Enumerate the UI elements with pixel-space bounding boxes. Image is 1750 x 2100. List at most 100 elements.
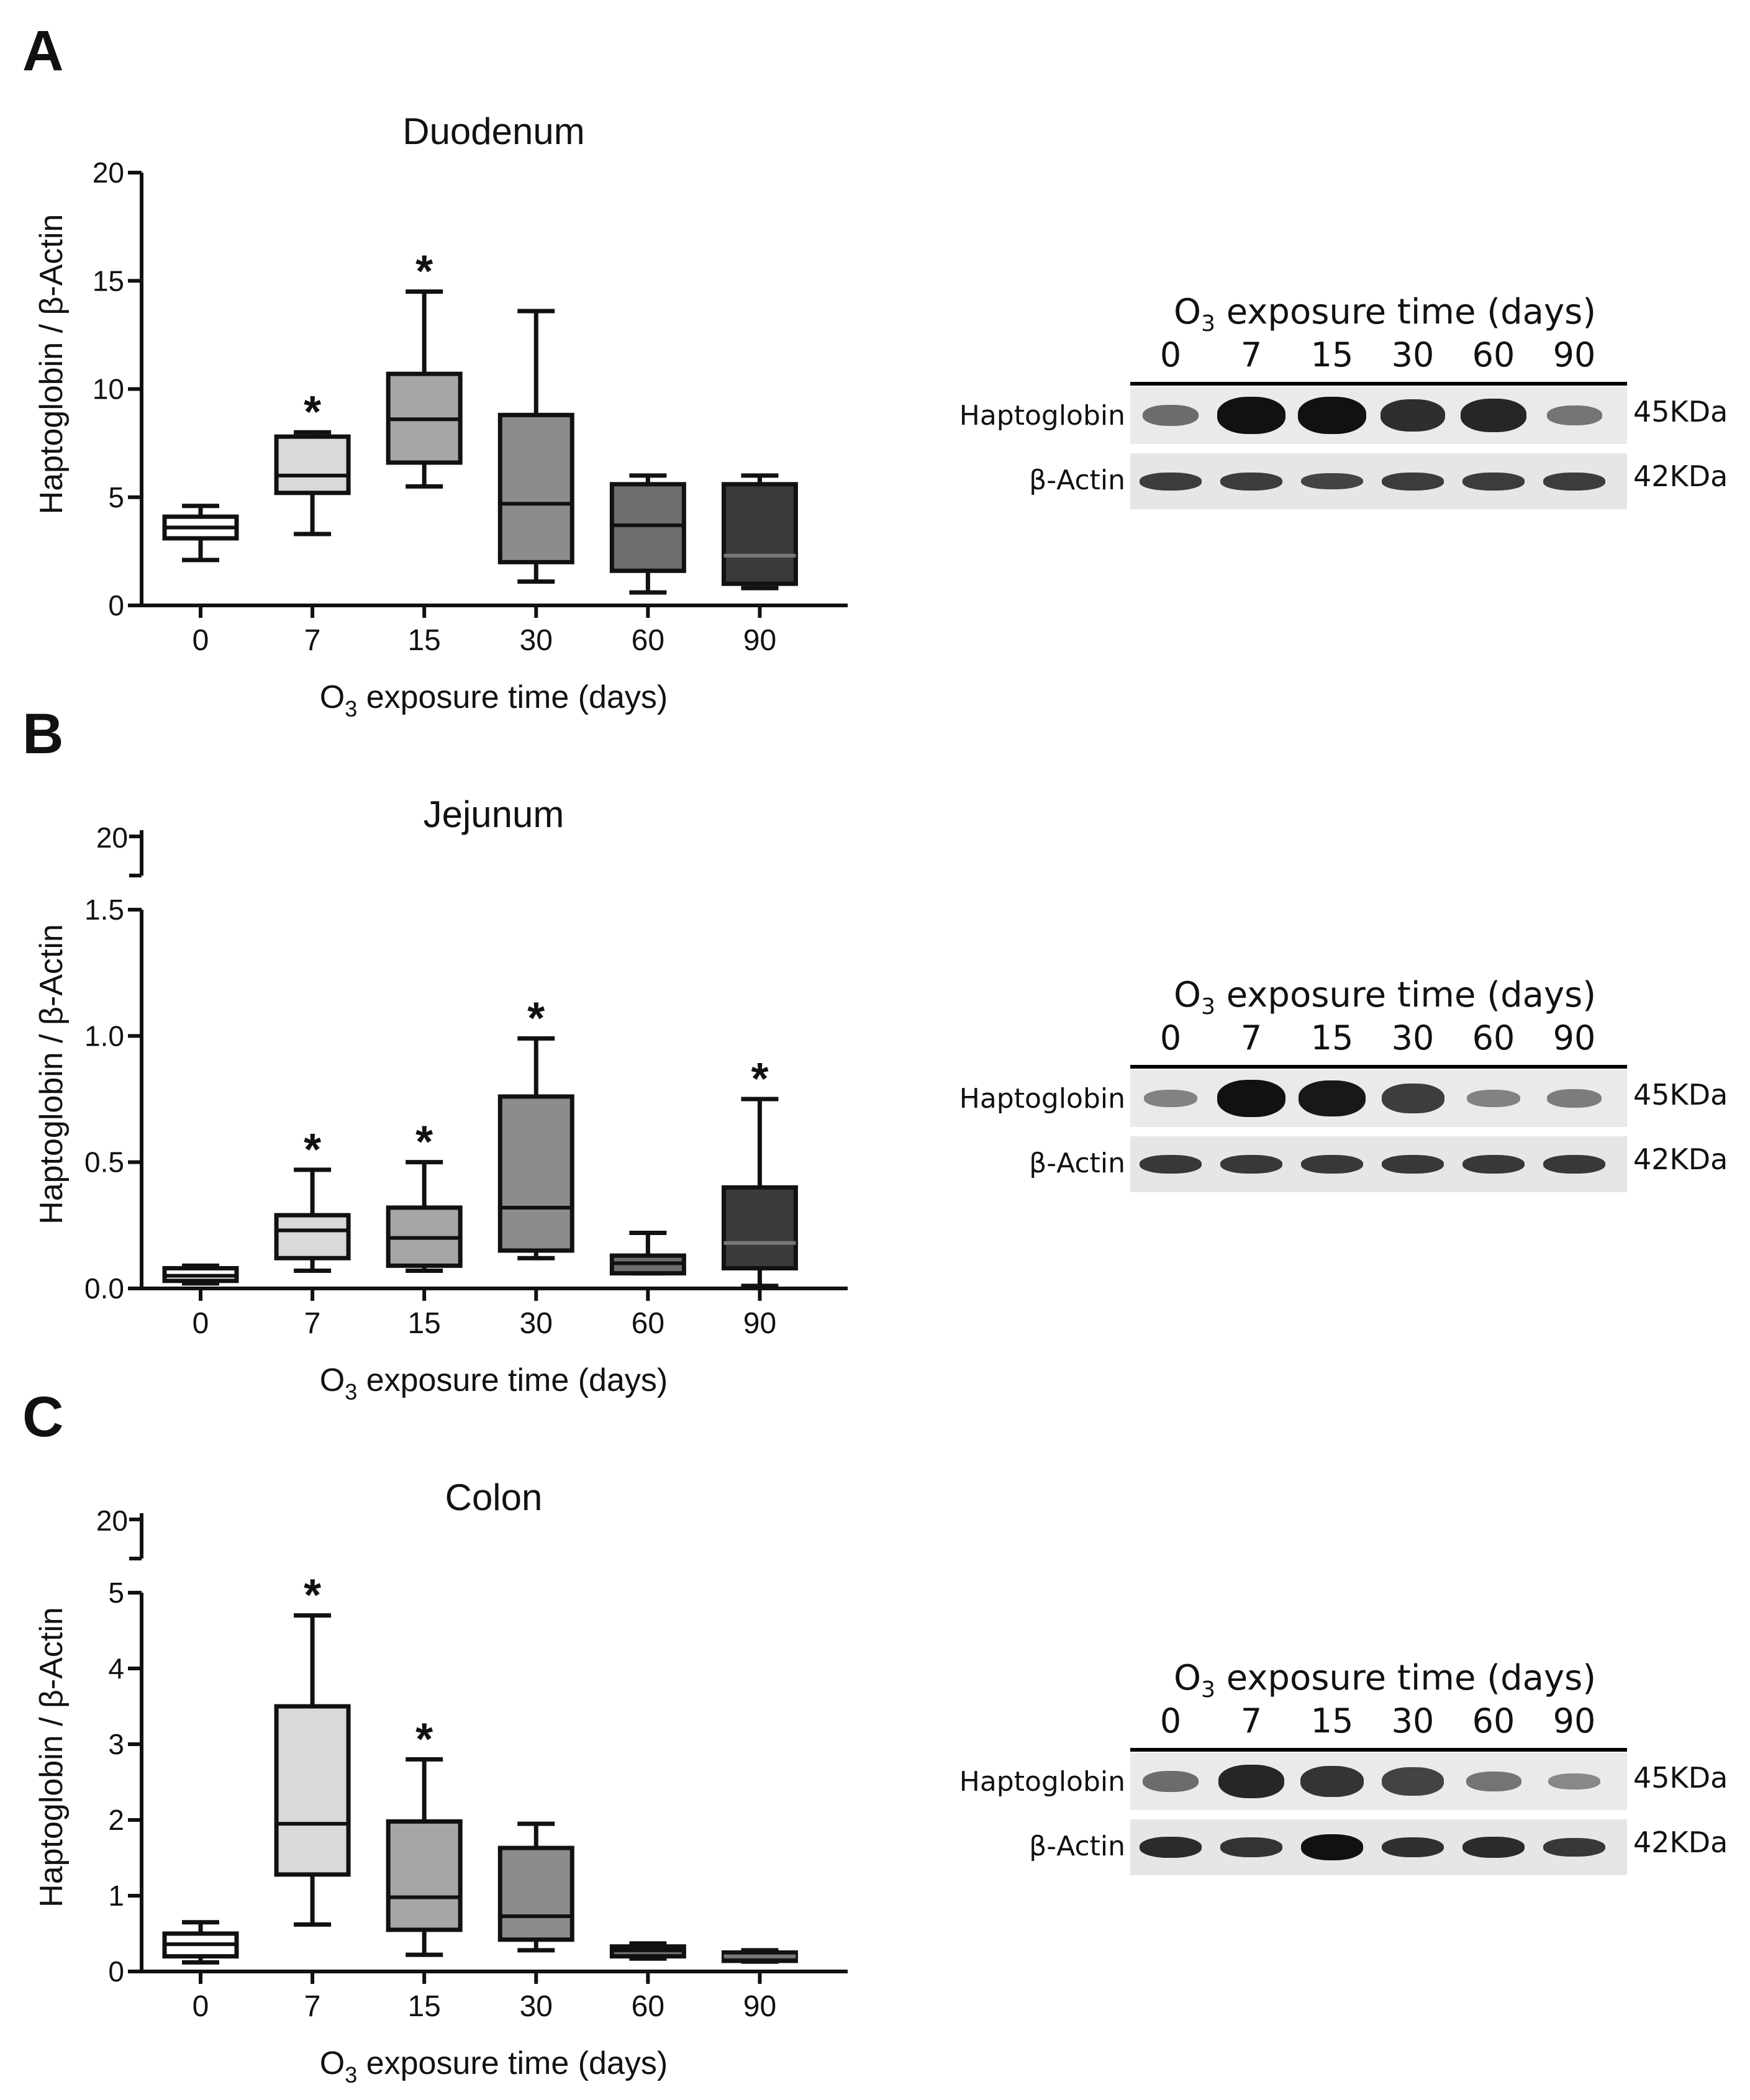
blot-title: O3 exposure time (days) [1174, 975, 1597, 1020]
blot-band [1217, 397, 1285, 434]
box-60 [609, 1941, 686, 1961]
chart-title: Duodenum [402, 111, 585, 152]
blot-title: O3 exposure time (days) [1174, 1658, 1597, 1703]
box-0 [162, 1263, 239, 1286]
box-90: * [721, 1054, 798, 1288]
x-tick-label: 30 [520, 624, 553, 657]
box-iqr [497, 412, 574, 564]
blot-lane-label: 90 [1553, 1018, 1596, 1057]
blot-band [1548, 1773, 1601, 1790]
blot-lane-label: 7 [1240, 1018, 1263, 1057]
box-30 [497, 1821, 574, 1953]
box-60 [609, 473, 686, 595]
significance-marker: * [415, 1714, 433, 1764]
significance-marker: * [415, 247, 433, 297]
blot-band [1298, 397, 1366, 434]
y-tick-label: 0.0 [84, 1272, 124, 1305]
y-tick-label: 10 [93, 373, 124, 405]
panel-letter: B [22, 702, 64, 766]
box-7: * [274, 1125, 351, 1274]
y-tick-label: 15 [93, 265, 124, 297]
blot-band [1547, 1089, 1602, 1108]
blot-kda-label: 45KDa [1633, 395, 1728, 428]
y-axis-label: Haptoglobin / β-Actin [34, 214, 70, 515]
x-tick-label: 60 [632, 624, 664, 657]
blot-band [1298, 1080, 1366, 1116]
significance-marker: * [304, 387, 321, 437]
blot-band [1140, 1154, 1202, 1174]
blot-band [1543, 1154, 1605, 1174]
box-iqr [721, 482, 798, 586]
box-iqr [497, 1845, 574, 1942]
blot-band [1461, 399, 1526, 432]
blot-actin-strip [1130, 1136, 1627, 1192]
blot-band [1381, 399, 1445, 432]
blot-band [1301, 473, 1363, 490]
western-blot-jejunum: O3 exposure time (days) 0 7 15 30 60 90 Haptogl… [950, 956, 1733, 1229]
x-tick-label: 30 [520, 1990, 553, 2023]
blot-band [1140, 1836, 1202, 1858]
box-iqr [497, 1094, 574, 1253]
blot-band [1543, 1837, 1605, 1857]
blot-top-line [1130, 1748, 1627, 1752]
blot-band [1382, 1837, 1444, 1858]
blot-lane-label: 60 [1472, 1701, 1515, 1740]
blot-band [1300, 1766, 1364, 1797]
y-tick-label: 20 [93, 156, 124, 189]
boxplot-jejunum: Jejunum 20 0.0 0.5 1.0 1.5 Haptoglobin / β-Act… [34, 794, 848, 1405]
x-tick-label: 7 [304, 624, 321, 657]
western-blot-duodenum: O3 exposure time (days) 0 7 15 30 60 90 Haptogl… [950, 273, 1733, 546]
x-tick-label: 60 [632, 1990, 664, 2023]
blot-actin-strip [1130, 1819, 1627, 1875]
box-iqr [609, 482, 686, 573]
blot-lane-label: 90 [1553, 1701, 1596, 1740]
chart-title: Jejunum [424, 794, 564, 835]
blot-row-label: Haptoglobin [959, 400, 1125, 432]
blot-band [1301, 1154, 1363, 1174]
y-tick-label: 20 [96, 1505, 128, 1537]
x-tick-label: 15 [407, 624, 440, 657]
blot-kda-label: 45KDa [1633, 1078, 1728, 1111]
blot-band [1546, 405, 1602, 425]
blot-top-line [1130, 1065, 1627, 1069]
x-tick-label: 90 [743, 1990, 776, 2023]
significance-marker: * [304, 1571, 321, 1621]
x-tick-label: 0 [193, 624, 209, 657]
blot-band [1382, 1154, 1444, 1174]
y-tick-label: 5 [108, 1577, 124, 1609]
chart-title: Colon [445, 1477, 543, 1518]
y-tick-label: 2 [108, 1804, 124, 1836]
blot-lane-label: 15 [1310, 1018, 1354, 1057]
x-tick-label: 90 [743, 1307, 776, 1340]
y-tick-label: 1 [108, 1880, 124, 1912]
box-iqr [721, 1185, 798, 1270]
blot-band [1142, 405, 1199, 426]
blot-lane-label: 7 [1240, 335, 1263, 374]
blot-haptoglobin-strip [1130, 1753, 1627, 1810]
x-tick-label: 30 [520, 1307, 553, 1340]
x-tick-label: 0 [193, 1990, 209, 2023]
blot-band [1142, 1771, 1199, 1792]
blot-kda-label: 42KDa [1633, 459, 1728, 493]
blot-band [1466, 1772, 1521, 1791]
y-tick-label: 20 [96, 821, 128, 854]
blot-row-label: β-Actin [1029, 464, 1125, 496]
x-axis-label: O3 exposure time (days) [320, 1362, 668, 1405]
blot-lane-label: 60 [1472, 1018, 1515, 1057]
blot-haptoglobin-strip [1130, 1070, 1627, 1127]
box-0 [162, 504, 239, 563]
x-tick-label: 90 [743, 624, 776, 657]
blot-band [1144, 1090, 1197, 1107]
x-axis-label: O3 exposure time (days) [320, 2045, 668, 2088]
y-tick-label: 1.5 [84, 894, 124, 926]
blot-band [1382, 472, 1444, 491]
x-tick-label: 60 [632, 1307, 664, 1340]
panel-a: A Duodenum 0 5 10 15 20 Haptoglobin / β-Actin 0… [0, 0, 1750, 722]
y-tick-label: 4 [108, 1652, 124, 1685]
blot-haptoglobin-strip [1130, 387, 1627, 444]
box-30 [497, 309, 574, 584]
significance-marker: * [304, 1125, 321, 1175]
panel-letter: C [22, 1385, 64, 1449]
blot-lane-label: 0 [1159, 1701, 1182, 1740]
x-axis-label: O3 exposure time (days) [320, 679, 668, 722]
